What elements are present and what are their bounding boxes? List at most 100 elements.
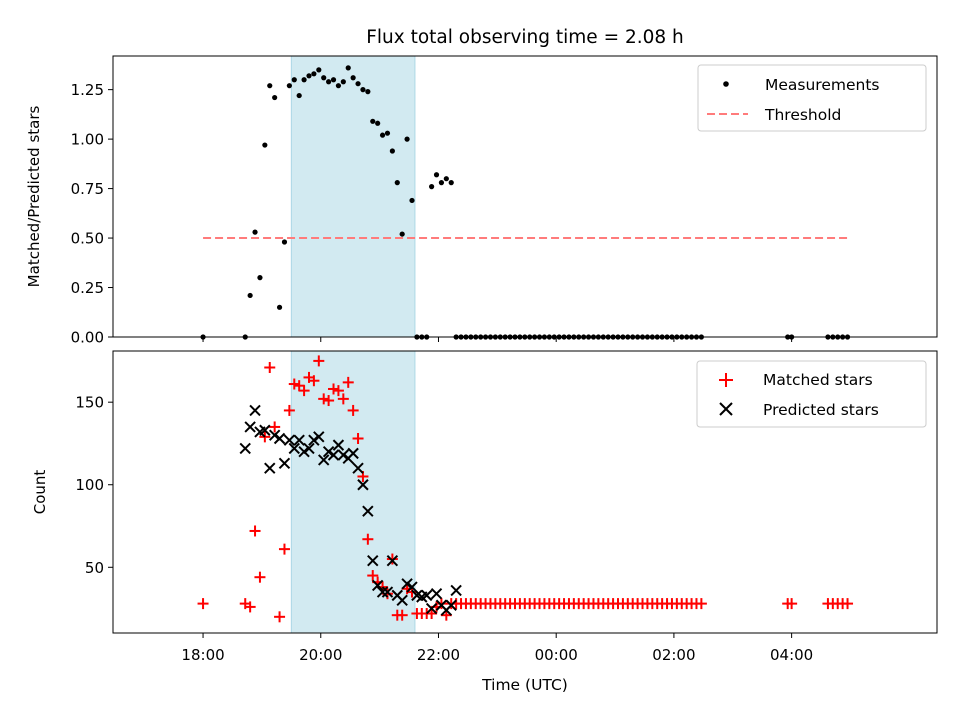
measurement-point xyxy=(345,65,351,71)
matched-star-point xyxy=(386,553,398,565)
measurement-point xyxy=(443,176,449,182)
measurement-point xyxy=(276,304,283,310)
top-data-layer xyxy=(200,55,851,340)
predicted-star-point xyxy=(322,446,335,458)
predicted-star-point xyxy=(283,434,296,446)
legend-matched-marker xyxy=(719,373,733,387)
legend-threshold-label: Threshold xyxy=(764,106,841,124)
matched-star-point xyxy=(332,385,344,397)
legend-predicted-marker xyxy=(719,402,733,416)
matched-star-point xyxy=(435,598,447,610)
predicted-star-point xyxy=(450,584,462,597)
measurement-point xyxy=(433,172,440,178)
matched-star-point xyxy=(318,393,330,405)
top-plot-frame xyxy=(112,55,938,338)
matched-star-point xyxy=(362,533,374,545)
matched-star-point xyxy=(274,611,286,623)
measurement-point xyxy=(330,77,337,83)
matched-star-point xyxy=(293,380,305,392)
predicted-star-point xyxy=(259,424,271,436)
predicted-star-point xyxy=(318,454,330,466)
measurement-point xyxy=(365,89,371,95)
matched-star-point xyxy=(786,598,798,610)
bottom-y-tick-label: 100 xyxy=(75,476,104,494)
matched-star-point xyxy=(842,598,854,610)
top-y-tick-label: 0.00 xyxy=(71,329,104,347)
top-x-ticks xyxy=(202,337,793,342)
x-tick-label: 00:00 xyxy=(535,646,578,664)
measurement-point xyxy=(340,79,346,85)
x-tick-label: 18:00 xyxy=(181,646,224,664)
measurement-point xyxy=(355,81,361,87)
matched-star-point xyxy=(283,404,295,416)
top-y-tick-label: 1.25 xyxy=(71,81,104,99)
matched-star-point xyxy=(308,375,320,387)
measurement-point xyxy=(296,92,302,99)
predicted-star-point xyxy=(401,578,413,590)
legend-predicted-label: Predicted stars xyxy=(763,401,879,419)
bottom-y-tick-label: 50 xyxy=(85,559,104,577)
top-y-axis: 0.00 0.25 0.50 0.75 1.00 1.25 xyxy=(71,81,113,347)
matched-star-point xyxy=(244,601,256,613)
matched-star-point xyxy=(347,404,359,416)
measurement-point xyxy=(311,71,317,77)
matched-star-point xyxy=(278,543,290,555)
measurement-point xyxy=(404,136,410,142)
measurement-point xyxy=(375,120,381,126)
predicted-star-point xyxy=(371,579,384,592)
matched-star-point xyxy=(328,383,340,395)
predicted-star-point xyxy=(376,586,389,598)
bottom-y-axis: 50 100 150 xyxy=(75,394,113,577)
predicted-star-point xyxy=(298,446,310,458)
bottom-data-layer xyxy=(197,350,854,634)
predicted-star-point xyxy=(430,587,443,600)
measurement-point xyxy=(350,75,356,81)
measurement-point xyxy=(379,132,386,138)
measurement-point xyxy=(291,77,297,83)
bottom-plot-frame xyxy=(112,350,938,634)
matched-star-point xyxy=(342,376,354,388)
predicted-star-point xyxy=(332,439,345,451)
top-legend[interactable]: Measurements Threshold xyxy=(697,64,927,132)
matched-star-point xyxy=(298,385,310,397)
matched-star-point xyxy=(197,598,209,610)
predicted-star-point xyxy=(386,554,399,567)
matched-star-point xyxy=(249,525,261,537)
top-highlight-band xyxy=(290,55,416,338)
measurement-point xyxy=(384,130,391,136)
matched-star-point xyxy=(396,609,408,621)
bottom-legend[interactable]: Matched stars Predicted stars xyxy=(696,360,927,428)
x-axis-label: Time (UTC) xyxy=(481,676,568,694)
predicted-star-point xyxy=(367,554,379,567)
measurement-point xyxy=(306,73,312,79)
measurement-point xyxy=(429,184,435,190)
predicted-star-point xyxy=(268,429,281,441)
predicted-star-point xyxy=(406,581,418,593)
predicted-star-point xyxy=(421,589,433,602)
predicted-star-point xyxy=(445,599,457,611)
measurement-point xyxy=(389,148,395,154)
measurement-point xyxy=(409,197,415,204)
predicted-star-point xyxy=(396,594,408,607)
predicted-star-point xyxy=(244,421,256,433)
matched-star-point xyxy=(254,571,266,583)
legend-measurements-marker xyxy=(723,81,729,87)
bottom-y-axis-label: Count xyxy=(31,470,49,515)
predicted-star-point xyxy=(381,586,394,598)
bottom-x-axis: 18:00 20:00 22:00 00:00 02:00 04:00 xyxy=(181,633,813,664)
predicted-star-point xyxy=(308,434,320,446)
predicted-star-point xyxy=(264,462,276,474)
bottom-y-tick-label: 150 xyxy=(75,394,104,412)
measurement-point xyxy=(335,83,342,89)
measurement-point xyxy=(438,180,445,186)
measurement-point xyxy=(316,67,322,73)
matched-star-point xyxy=(695,598,707,610)
predicted-star-point xyxy=(425,602,438,615)
measurement-point xyxy=(257,275,263,281)
predicted-star-point xyxy=(273,432,286,445)
measurement-point xyxy=(247,292,253,299)
measurement-point xyxy=(267,83,273,89)
x-tick-label: 02:00 xyxy=(652,646,695,664)
